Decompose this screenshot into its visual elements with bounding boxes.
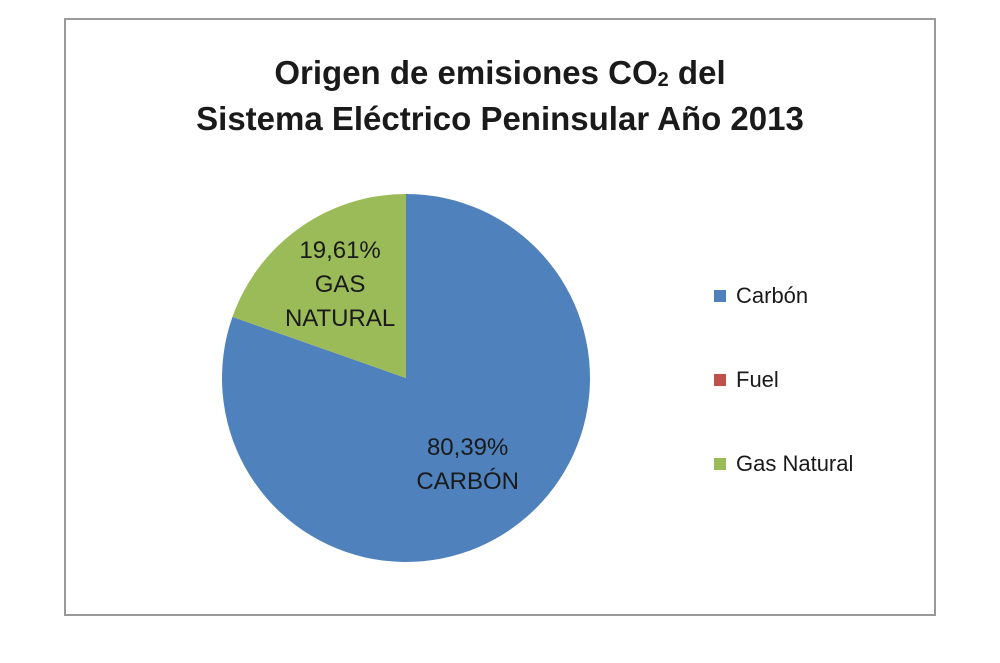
legend-item-gas-natural: Gas Natural <box>714 443 924 485</box>
legend-swatch-gas-natural <box>714 458 726 470</box>
legend-item-fuel: Fuel <box>714 359 924 401</box>
slice-label-name: GAS <box>314 270 366 298</box>
chart-title-line2: Sistema Eléctrico Peninsular Año 2013 <box>196 100 804 137</box>
chart-title: Origen de emisiones CO2 del Sistema Eléc… <box>66 50 934 142</box>
chart-frame: Origen de emisiones CO2 del Sistema Eléc… <box>64 18 936 616</box>
slice-label-value: 80,39% <box>426 434 509 462</box>
pie-chart <box>222 194 590 562</box>
slice-label-name: NATURAL <box>284 304 396 332</box>
title-text-post: del <box>668 54 726 91</box>
legend: Carbón Fuel Gas Natural <box>714 275 924 527</box>
legend-label-fuel: Fuel <box>736 367 779 392</box>
legend-label-gas-natural: Gas Natural <box>736 451 854 476</box>
slice-label-gas-natural: 19,61% GAS NATURAL <box>285 234 395 336</box>
title-subscript: 2 <box>657 69 669 91</box>
legend-label-carbon: Carbón <box>736 283 809 308</box>
slice-label-value: 19,61% <box>299 236 381 264</box>
slice-label-name: CARBÓN <box>416 468 519 496</box>
legend-item-carbon: Carbón <box>714 275 924 317</box>
legend-swatch-fuel <box>714 374 726 386</box>
pie-slice-gas-natural <box>232 194 406 378</box>
chart-title-line1: Origen de emisiones CO2 del <box>66 50 934 96</box>
legend-swatch-carbon <box>714 290 726 302</box>
slice-label-carbon: 80,39% CARBÓN <box>416 431 519 499</box>
title-text-pre: Origen de emisiones CO <box>274 54 658 91</box>
